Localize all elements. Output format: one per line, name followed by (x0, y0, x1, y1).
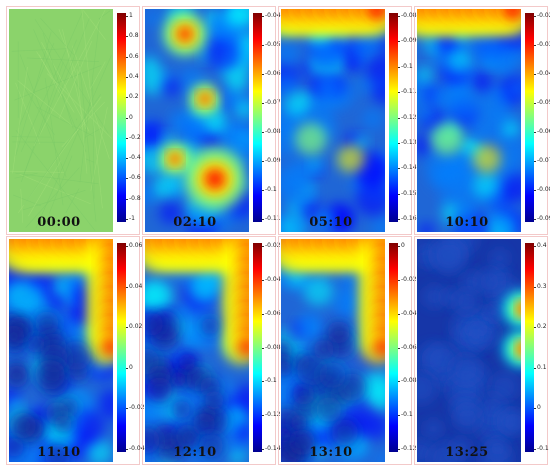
colorbar-tick-label: -0.15 (398, 189, 417, 197)
panel-1325: 13:25 0.4 0.3 0.2 0.1 0 -0.1 (414, 236, 549, 465)
thermal-map-image (9, 9, 113, 232)
colorbar-tick-label: 0.1 (534, 363, 547, 371)
colorbar-tick-label: 0 (534, 404, 541, 412)
timestamp-label: 05:10 (309, 215, 353, 230)
colorbar-tick-label: -0.12 (398, 113, 417, 121)
colorbar (117, 243, 126, 452)
colorbar-tick-label: -0.04 (534, 71, 550, 77)
thermal-map-image (145, 9, 249, 232)
colorbar-tick-label: -0.03 (534, 42, 550, 48)
panel-1310: 13:10 0 -0.02 -0.04 -0.06 -0.08 -0.1 -0.12 (278, 236, 417, 465)
thermal-map-image (281, 9, 385, 232)
colorbar-tick-label: -0.16 (398, 215, 417, 222)
colorbar-tick-label: -0.12 (262, 411, 281, 419)
timestamp-label: 00:00 (37, 215, 81, 230)
panel-1210: 12:10 -0.02 -0.04 -0.06 -0.08 -0.1 -0.12 -0.14 (142, 236, 281, 465)
colorbar-tick-label: -0.1 (262, 377, 277, 385)
colorbar-tick-label: -0.2 (126, 133, 141, 141)
colorbar-tick-label: 0.4 (534, 242, 547, 249)
colorbar-tick-label: -0.05 (262, 41, 281, 48)
panel-0000: 00:00 1 0.8 0.6 0.4 0.2 0 -0.2 -0.4 -0.6 -0.8 -1 (6, 6, 141, 235)
colorbar-tick-label: 0.2 (126, 93, 139, 101)
timestamp-label: 13:25 (445, 445, 489, 460)
panel-1110: 11:10 0.06 0.04 0.02 0 -0.02 -0.04 (6, 236, 145, 465)
colorbar-tick-label: 0.6 (126, 52, 139, 60)
colorbar-tick-label: -0.09 (262, 157, 281, 164)
colorbar-tick-label: -0.02 (398, 275, 417, 283)
colorbar-tick-label: -0.11 (398, 88, 417, 96)
timestamp-label: 12:10 (173, 445, 217, 460)
colorbar-tick-label: -0.05 (534, 100, 550, 106)
colorbar-tick-label: -0.4 (126, 154, 141, 162)
thermal-map-image (417, 9, 521, 232)
colorbar-tick-label: -0.08 (534, 187, 550, 193)
colorbar-tick-label: -0.08 (398, 12, 417, 19)
colorbar-tick-label: -1 (126, 215, 135, 222)
colorbar-tick-label: 0.8 (126, 32, 139, 40)
thermal-map-image (9, 239, 113, 462)
colorbar-tick-label: -0.09 (398, 37, 417, 45)
colorbar-tick-label: -0.02 (262, 242, 281, 249)
colorbar-tick-label: -0.06 (398, 343, 417, 351)
panel-1010: 10:10 -0.02 -0.03 -0.04 -0.05 -0.06 -0.07 -0.08… (414, 6, 550, 235)
colorbar-tick-label: 0.02 (125, 323, 143, 331)
colorbar-tick-label: -0.07 (534, 158, 550, 164)
colorbar (253, 243, 262, 452)
panel-0510: 05:10 -0.08 -0.09 -0.1 -0.11 -0.12 -0.13 -0.14 -… (278, 6, 417, 235)
colorbar-tick-label: -0.1 (398, 411, 413, 419)
thermal-map-image (281, 239, 385, 462)
colorbar (389, 13, 398, 222)
colorbar-tick-label: -0.04 (398, 309, 417, 317)
colorbar-tick-label: -0.02 (126, 404, 145, 412)
colorbar-tick-label: 0.2 (534, 323, 547, 331)
colorbar-tick-label: -0.1 (534, 445, 549, 452)
colorbar-tick-label: -0.6 (126, 174, 141, 182)
colorbar-tick-label: -0.8 (126, 194, 141, 202)
thermal-map-image (417, 239, 521, 462)
colorbar (389, 243, 398, 452)
colorbar-tick-label: -0.04 (262, 275, 281, 283)
colorbar-tick-label: -0.07 (262, 99, 281, 106)
thermal-map-image (145, 239, 249, 462)
colorbar-tick-label: -0.06 (262, 70, 281, 77)
colorbar-tick-label: -0.13 (398, 138, 417, 146)
panel-0210: 02:10 -0.04 -0.05 -0.06 -0.07 -0.08 -0.09 -0.1 -… (142, 6, 281, 235)
colorbar-tick-label: -0.02 (534, 13, 550, 19)
colorbar-tick-label: 0.4 (126, 72, 139, 80)
colorbar-tick-label: -0.08 (262, 128, 281, 135)
timestamp-label: 13:10 (309, 445, 353, 460)
colorbar-tick-label: -0.1 (398, 62, 413, 70)
colorbar-tick-label: 0.04 (125, 282, 143, 290)
colorbar-tick-label: -0.11 (262, 215, 281, 222)
colorbar-tick-label: -0.04 (262, 12, 281, 19)
colorbar-tick-label: 1 (126, 12, 133, 19)
colorbar-tick-label: 0.06 (125, 242, 143, 249)
colorbar-tick-label: -0.06 (534, 129, 550, 135)
colorbar (525, 243, 534, 452)
colorbar (525, 13, 534, 222)
colorbar (253, 13, 262, 222)
colorbar-tick-label: -0.08 (398, 377, 417, 385)
colorbar-tick-label: -0.12 (398, 445, 417, 452)
colorbar-tick-label: 0.3 (534, 282, 547, 290)
colorbar-tick-label: 0 (398, 242, 405, 249)
timestamp-label: 10:10 (445, 215, 489, 230)
colorbar-tick-label: 0 (126, 363, 133, 371)
colorbar-tick-label: -0.09 (534, 216, 550, 222)
colorbar-tick-label: -0.08 (262, 343, 281, 351)
timestamp-label: 11:10 (37, 445, 81, 460)
timestamp-label: 02:10 (173, 215, 217, 230)
colorbar-tick-label: -0.1 (262, 186, 277, 193)
colorbar-tick-label: -0.14 (262, 445, 281, 452)
colorbar-tick-label: -0.06 (262, 309, 281, 317)
colorbar-tick-label: -0.04 (126, 445, 145, 452)
colorbar (117, 13, 126, 222)
colorbar-tick-label: -0.14 (398, 164, 417, 172)
colorbar-tick-label: 0 (126, 113, 133, 121)
